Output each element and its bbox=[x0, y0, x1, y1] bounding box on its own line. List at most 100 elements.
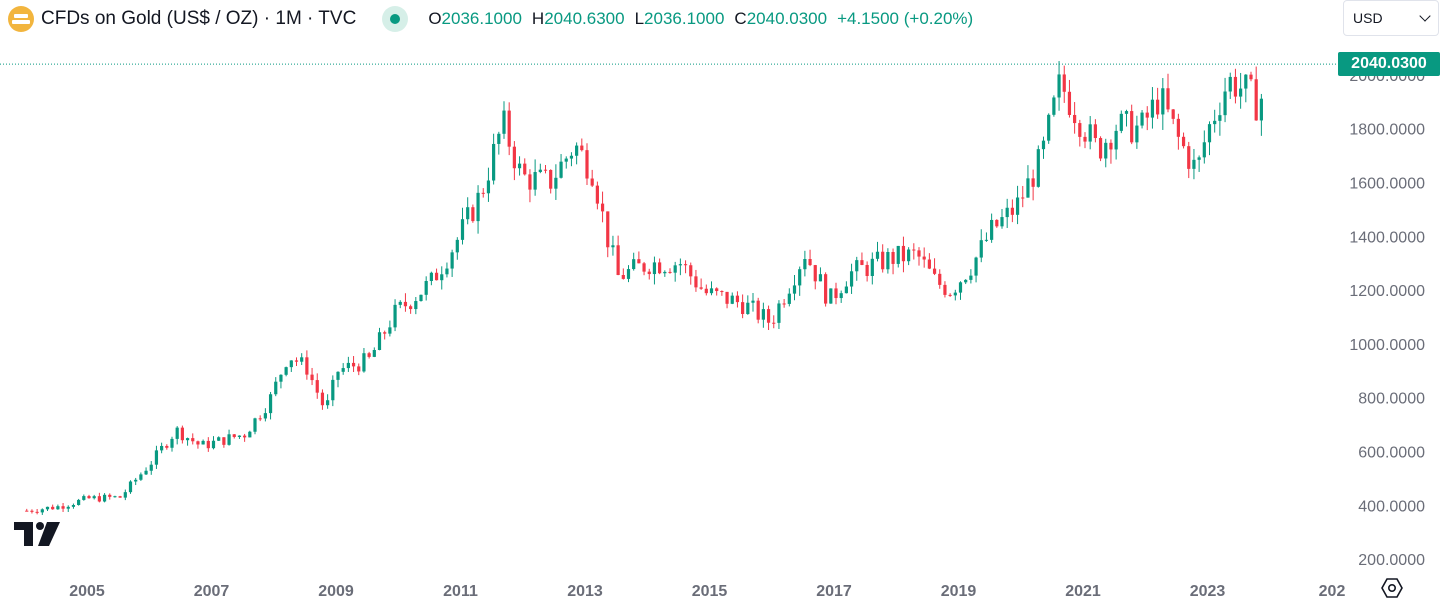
candle-body bbox=[460, 219, 465, 240]
candle bbox=[71, 503, 76, 509]
candle-body bbox=[1078, 123, 1082, 137]
y-tick-label: 200.0000 bbox=[1358, 552, 1425, 569]
candle-body bbox=[787, 293, 791, 304]
x-axis: 2005 2007 2009 2011 2013 2015 2017 2019 2021 2023… bbox=[69, 583, 1345, 600]
candle-body bbox=[383, 332, 387, 334]
candle-body bbox=[663, 271, 667, 274]
market-status-icon[interactable] bbox=[382, 6, 409, 32]
candle-body bbox=[896, 245, 900, 264]
candle bbox=[25, 508, 29, 512]
candle bbox=[637, 251, 641, 264]
candle-body bbox=[704, 288, 708, 294]
candle bbox=[1171, 109, 1175, 125]
candle-body bbox=[25, 510, 29, 512]
candle-body bbox=[1031, 178, 1035, 187]
candle bbox=[787, 288, 791, 307]
candle-body bbox=[450, 252, 454, 269]
candle bbox=[626, 265, 631, 283]
y-tick-label: 1400.0000 bbox=[1349, 229, 1425, 246]
candle bbox=[403, 293, 408, 312]
candle bbox=[1078, 119, 1082, 147]
candle bbox=[253, 417, 257, 435]
candle-body bbox=[1036, 149, 1040, 187]
candle bbox=[569, 152, 574, 167]
candle-body bbox=[258, 418, 262, 420]
candle-body bbox=[528, 174, 532, 190]
candle-body bbox=[626, 269, 631, 279]
candle-body bbox=[611, 245, 615, 248]
candle-body bbox=[211, 440, 216, 449]
candle bbox=[1021, 185, 1025, 208]
candle-body bbox=[694, 276, 698, 288]
candle bbox=[455, 237, 459, 260]
candle-body bbox=[720, 291, 724, 293]
candle-body bbox=[590, 178, 594, 186]
candle bbox=[268, 391, 273, 420]
candle-body bbox=[149, 464, 153, 471]
x-tick-label: 2007 bbox=[194, 583, 230, 600]
candle bbox=[429, 271, 433, 286]
candle bbox=[211, 436, 216, 450]
candle bbox=[30, 509, 34, 514]
candle bbox=[217, 436, 221, 441]
candle bbox=[1197, 155, 1201, 172]
tradingview-logo-icon[interactable] bbox=[14, 522, 62, 548]
candle-body bbox=[881, 251, 885, 270]
candle-body bbox=[907, 249, 911, 262]
candle bbox=[1176, 113, 1180, 150]
candle bbox=[523, 158, 527, 176]
candle-body bbox=[336, 371, 340, 380]
candle bbox=[948, 293, 952, 297]
candle bbox=[289, 360, 293, 372]
candle bbox=[927, 253, 931, 270]
candle-body bbox=[938, 273, 942, 285]
candle-body bbox=[300, 357, 304, 362]
candle-body bbox=[455, 239, 459, 253]
candle-body bbox=[751, 300, 755, 303]
candle bbox=[486, 167, 491, 202]
candle-body bbox=[512, 146, 516, 169]
candle-body bbox=[284, 367, 288, 375]
candle-body bbox=[1140, 112, 1144, 126]
candle bbox=[595, 181, 599, 210]
candle bbox=[1098, 136, 1103, 162]
candle-body bbox=[1156, 99, 1160, 115]
symbol-title[interactable]: CFDs on Gold (US$ / OZ) · 1M · TVC bbox=[41, 8, 357, 29]
candle bbox=[725, 291, 729, 309]
candle-body bbox=[294, 360, 299, 362]
candle-body bbox=[798, 269, 802, 286]
candle bbox=[943, 281, 947, 298]
candle-body bbox=[756, 300, 760, 320]
candle-body bbox=[917, 250, 921, 257]
candle bbox=[1000, 208, 1004, 229]
candle bbox=[621, 268, 625, 280]
currency-select[interactable]: USD bbox=[1343, 0, 1439, 36]
candle-body bbox=[1135, 125, 1139, 143]
candle-body bbox=[761, 309, 765, 320]
candle-body bbox=[1197, 157, 1201, 160]
candle-body bbox=[56, 506, 60, 510]
candle bbox=[709, 281, 714, 296]
candle bbox=[813, 264, 817, 290]
candle-body bbox=[554, 177, 558, 189]
candle bbox=[1202, 130, 1206, 164]
candle bbox=[922, 247, 926, 268]
candle bbox=[974, 256, 978, 283]
settings-hexagon-icon[interactable] bbox=[1380, 576, 1404, 600]
candle-body bbox=[523, 163, 527, 175]
candle bbox=[393, 299, 397, 332]
y-tick-label: 1200.0000 bbox=[1349, 283, 1425, 300]
candle-body bbox=[61, 506, 65, 509]
candle bbox=[855, 256, 859, 281]
candle bbox=[647, 268, 651, 280]
candle-body bbox=[201, 440, 205, 445]
candle-body bbox=[367, 353, 371, 357]
candle bbox=[1005, 198, 1009, 228]
candle-body bbox=[1057, 74, 1061, 98]
candle-body bbox=[87, 496, 91, 499]
candle bbox=[632, 252, 636, 271]
candle bbox=[782, 298, 786, 308]
candle-body bbox=[232, 434, 236, 437]
candle-body bbox=[139, 474, 143, 480]
